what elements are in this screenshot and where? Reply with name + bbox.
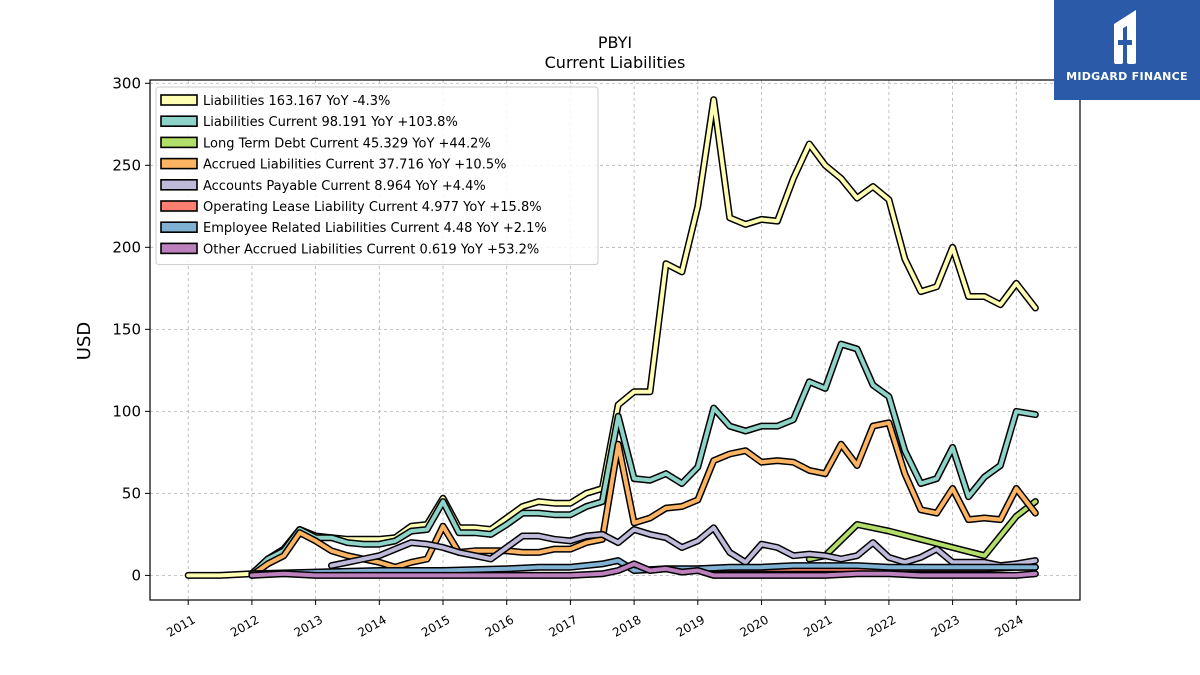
series-other-accrued-liabilities-current <box>248 560 1039 579</box>
y-axis-label: USD <box>74 322 95 360</box>
legend-swatch <box>160 136 198 149</box>
legend-swatch <box>160 200 198 212</box>
series-line <box>249 561 1038 578</box>
x-tick-label: 2019 <box>674 612 707 639</box>
y-tick-label: 0 <box>131 566 141 584</box>
series-line <box>249 342 1038 576</box>
x-tick-label: 2013 <box>292 612 325 639</box>
series-line <box>807 499 1038 561</box>
series-layer <box>184 96 1039 579</box>
legend-entry: Accounts Payable Current 8.964 YoY +4.4% <box>203 179 486 194</box>
brand-logo: MIDGARD FINANCE <box>1054 0 1200 100</box>
series-liabilities-current <box>248 340 1039 578</box>
legend-swatch <box>160 94 198 106</box>
chart-subtitle: Current Liabilities <box>545 53 686 72</box>
legend: Liabilities 163.167 YoY -4.3% Liabilities… <box>155 86 599 266</box>
legend-swatch <box>160 157 198 170</box>
series-liabilities <box>184 96 1039 579</box>
legend-entry: Employee Related Liabilities Current 4.4… <box>203 221 547 236</box>
legend-entry: Long Term Debt Current 45.329 YoY +44.2% <box>203 136 491 151</box>
series-line <box>186 97 1038 578</box>
legend-swatch <box>160 179 198 191</box>
legend-swatch <box>160 221 198 233</box>
x-tick-label: 2023 <box>929 612 962 639</box>
x-tick-label: 2021 <box>801 612 834 639</box>
y-tick-label: 250 <box>112 156 141 174</box>
x-tick-label: 2014 <box>355 612 388 639</box>
x-tick-label: 2020 <box>738 612 771 639</box>
legend-entry: Accrued Liabilities Current 37.716 YoY +… <box>203 158 506 173</box>
y-tick-label: 100 <box>112 402 141 420</box>
legend-entry: Liabilities 163.167 YoY -4.3% <box>203 94 390 109</box>
y-tick-label: 200 <box>112 238 141 256</box>
series-line <box>249 420 1038 578</box>
series-long-term-debt-current <box>805 498 1039 563</box>
legend-entry: Operating Lease Liability Current 4.977 … <box>203 200 542 215</box>
series-accounts-payable-current <box>328 524 1039 570</box>
plot-frame <box>149 79 1081 601</box>
x-tick-label: 2017 <box>546 612 579 639</box>
x-tick-label: 2016 <box>483 612 516 639</box>
legend-box <box>155 86 599 266</box>
x-tick-label: 2022 <box>865 612 898 639</box>
legend-swatch <box>160 242 198 255</box>
x-tick-label: 2015 <box>419 612 452 639</box>
x-tick-label: 2011 <box>164 612 197 639</box>
y-tick-label: 50 <box>122 484 141 502</box>
legend-entry: Other Accrued Liabilities Current 0.619 … <box>203 242 539 257</box>
chart-title: PBYI <box>598 33 632 52</box>
x-tick-label: 2012 <box>228 612 261 639</box>
legend-swatch <box>160 115 198 127</box>
legend-entry: Liabilities Current 98.191 YoY +103.8% <box>203 115 458 130</box>
brand-mark-icon <box>1114 10 1136 64</box>
x-tick-label: 2018 <box>610 612 643 639</box>
y-tick-label: 150 <box>112 320 141 338</box>
brand-name: MIDGARD FINANCE <box>1066 70 1188 83</box>
x-tick-label: 2024 <box>992 612 1025 639</box>
y-tick-label: 300 <box>112 74 141 92</box>
series-accrued-liabilities-current <box>248 419 1039 579</box>
series-line <box>329 525 1038 568</box>
